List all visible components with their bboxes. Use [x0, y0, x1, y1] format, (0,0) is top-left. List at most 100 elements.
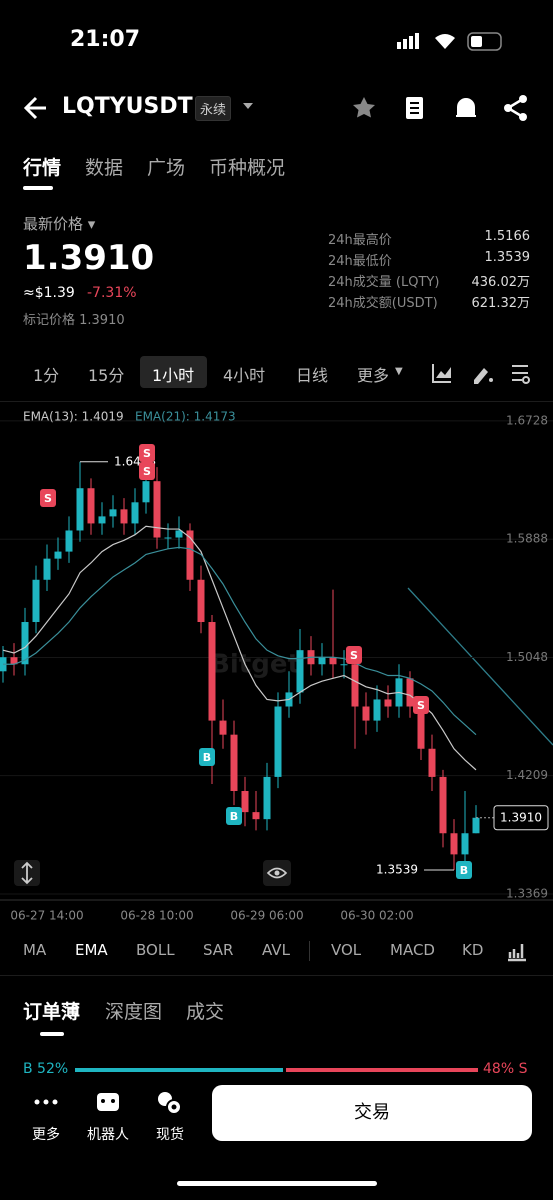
indicator-separator	[309, 941, 310, 961]
candle-body	[340, 664, 348, 666]
x-tick-label: 06-29 06:00	[230, 909, 303, 923]
interval-tab[interactable]: 4小时	[223, 366, 266, 385]
candlestick-chart: Bitget 1.6728 1.5888 1.5048 1.4209 1.3369 06-2…	[0, 410, 553, 923]
orderbook-tab[interactable]: 深度图	[105, 1001, 163, 1023]
candle-body	[164, 537, 172, 539]
indicator-tab[interactable]: MA	[23, 941, 47, 959]
mark-price: 标记价格 1.3910	[23, 313, 125, 328]
interval-selected-bg	[140, 356, 207, 388]
candle-body	[153, 481, 161, 538]
legend-entry: EMA(13): 1.4019	[23, 410, 124, 424]
interval-tab[interactable]: 1小时	[152, 366, 195, 385]
ema-line	[2, 525, 477, 771]
y-tick-label: 1.4209	[506, 768, 548, 782]
legend-entry: EMA(21): 1.4173	[135, 410, 236, 424]
x-tick-label: 06-28 10:00	[120, 909, 193, 923]
bottom-nav-item[interactable]: 现货	[156, 1127, 184, 1143]
candle-body	[296, 650, 304, 693]
candle-body	[87, 488, 95, 524]
sell-bar	[285, 1068, 478, 1072]
signal-badge	[413, 696, 429, 714]
indicator-tab[interactable]: EMA	[75, 941, 108, 959]
stat-value: 1.3539	[484, 250, 531, 265]
candle-body	[274, 706, 282, 777]
candle-body	[175, 530, 183, 538]
candle-body	[21, 622, 29, 665]
candle-body	[10, 657, 18, 665]
buy-bar	[75, 1068, 283, 1072]
interval-tab[interactable]: 日线	[296, 366, 329, 385]
candle-body	[252, 812, 260, 820]
ema-line	[3, 546, 477, 736]
stat-value: 621.32万	[471, 296, 531, 311]
signal-badge	[199, 748, 215, 766]
indicator-tab[interactable]: AVL	[262, 941, 290, 959]
home-indicator	[177, 1181, 377, 1186]
signal-badge	[139, 444, 155, 462]
bottom-nav-item[interactable]: 机器人	[87, 1127, 129, 1143]
y-tick-label: 1.3369	[506, 886, 548, 900]
orderbook-tab[interactable]: 订单薄	[23, 1001, 81, 1023]
indicator-tab[interactable]: VOL	[331, 941, 362, 959]
stat-label: 24h最低价	[328, 254, 392, 269]
candle-body	[406, 678, 414, 707]
interval-tab[interactable]: 15分	[88, 366, 125, 385]
candle-body	[76, 488, 84, 531]
buy-ratio: B 52%	[23, 1061, 69, 1077]
signal-badge	[346, 646, 362, 664]
tab[interactable]: 币种概况	[209, 157, 286, 179]
tab[interactable]: 广场	[147, 157, 186, 179]
candle-body	[417, 706, 425, 749]
bottom-nav-item[interactable]: 更多	[32, 1127, 60, 1143]
candle-body	[54, 551, 62, 559]
chart-tools[interactable]	[430, 360, 535, 386]
eye-pupil	[274, 870, 280, 876]
last-price-label: 1.3910	[500, 810, 542, 824]
dropdown-icon[interactable]	[240, 100, 256, 112]
x-tick-label: 06-27 14:00	[10, 909, 83, 923]
candle-body	[120, 509, 128, 524]
candle-body	[98, 516, 106, 524]
sell-ratio: 48% S	[483, 1061, 528, 1077]
indicator-settings[interactable]	[506, 940, 528, 962]
candle-body	[131, 502, 139, 524]
signal-label: B	[230, 810, 238, 823]
tab[interactable]: 数据	[85, 157, 124, 179]
symbol[interactable]: LQTYUSDT	[62, 94, 193, 119]
signal-label: B	[460, 864, 468, 877]
tab[interactable]: 行情	[23, 157, 62, 179]
orderbook-tab[interactable]: 成交	[186, 1001, 225, 1023]
y-tick-label: 1.6728	[506, 413, 548, 427]
signal-label: S	[44, 492, 52, 505]
interval-tab[interactable]: 1分	[33, 366, 60, 385]
candle-body	[197, 579, 205, 623]
header-icons[interactable]	[350, 94, 535, 122]
candle-body	[428, 748, 436, 777]
candle-body	[373, 699, 381, 721]
candle-body	[362, 706, 370, 721]
indicator-tab[interactable]: MACD	[390, 941, 435, 959]
candle-body	[329, 657, 337, 665]
signal-label: B	[203, 751, 211, 764]
stat-value: 1.5166	[484, 229, 531, 244]
back-button[interactable]	[22, 94, 50, 122]
stat-value: 436.02万	[471, 275, 531, 290]
candle-body	[384, 699, 392, 707]
signal-badge	[139, 462, 155, 480]
interval-tab[interactable]: 更多	[357, 366, 390, 385]
candle-body	[450, 833, 458, 855]
signal-label: S	[417, 699, 425, 712]
candle-body	[263, 776, 271, 820]
y-tick-label: 1.5048	[506, 650, 548, 664]
indicator-tab[interactable]: BOLL	[136, 941, 175, 959]
signal-badge	[456, 861, 472, 879]
trade-button[interactable]: 交易	[212, 1085, 532, 1141]
indicator-tab[interactable]: KD	[462, 941, 484, 959]
status-icons	[397, 32, 502, 51]
price-label[interactable]: 最新价格 ▾	[23, 215, 96, 233]
indicator-tab[interactable]: SAR	[203, 941, 234, 959]
dropdown-arrow: ▼	[395, 366, 403, 377]
price-label-text: 最新价格	[23, 215, 84, 233]
eye-icon	[266, 867, 288, 879]
